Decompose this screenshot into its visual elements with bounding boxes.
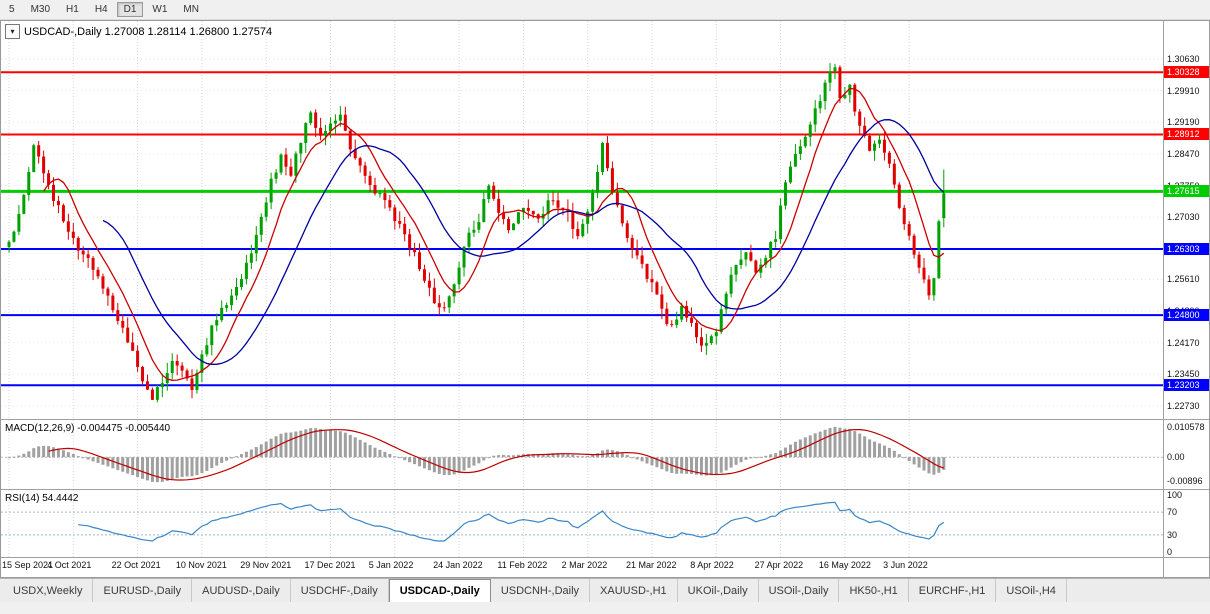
timeframe-button-d1[interactable]: D1 <box>116 2 144 17</box>
time-axis-label: 27 Apr 2022 <box>754 560 804 570</box>
scale-tick-label: 0.010578 <box>1167 422 1205 432</box>
scale-tick-label: 1.28470 <box>1167 148 1200 159</box>
panel-divider[interactable] <box>1 489 1209 490</box>
price-scale[interactable]: 1.306301.299101.291901.284701.277501.270… <box>1163 21 1209 577</box>
time-axis-label: 3 Jun 2022 <box>883 560 928 570</box>
scale-tick-label: 30 <box>1167 529 1178 540</box>
chart-tabs-bar: USDX,Weekly EURUSD-,Daily AUDUSD-,Daily USD… <box>0 578 1210 602</box>
timeframe-toolbar: 5 M30 H1 H4 D1 W1 MN <box>0 0 1210 20</box>
time-axis-label: 10 Nov 2021 <box>175 560 227 570</box>
time-axis-label: 8 Apr 2022 <box>690 560 734 570</box>
timeframe-button-w1[interactable]: W1 <box>152 4 168 15</box>
price-marker-badge: 1.30328 <box>1164 66 1209 79</box>
timeframe-button-mn[interactable]: MN <box>183 4 199 15</box>
axis-divider <box>1 557 1209 558</box>
chart-tab-usdchf[interactable]: USDCHF-,Daily <box>291 579 389 602</box>
rsi-indicator-label: RSI(14) 54.4442 <box>5 493 79 504</box>
chart-dropdown-icon[interactable]: ▾ <box>5 24 20 39</box>
scale-tick-label: 1.23450 <box>1167 369 1200 380</box>
chart-window: ▾ USDCAD-,Daily 1.27008 1.28114 1.26800 … <box>0 20 1210 578</box>
rsi-panel-canvas[interactable] <box>1 490 1163 557</box>
chart-tab-usdx[interactable]: USDX,Weekly <box>3 579 94 602</box>
time-axis-label: 16 May 2022 <box>818 560 871 570</box>
price-marker-badge: 1.27615 <box>1164 185 1209 198</box>
price-marker-badge: 1.24800 <box>1164 309 1209 322</box>
macd-indicator-label: MACD(12,26,9) -0.004475 -0.005440 <box>5 423 171 434</box>
time-axis-label: 24 Jan 2022 <box>433 560 483 570</box>
time-axis-label: 29 Nov 2021 <box>240 560 292 570</box>
price-chart-canvas[interactable] <box>1 21 1163 419</box>
scale-tick-label: 1.22730 <box>1167 401 1200 411</box>
scale-tick-label: 1.27030 <box>1167 212 1200 223</box>
panel-divider[interactable] <box>1 419 1209 420</box>
scale-tick-label: -0.00896 <box>1167 476 1203 486</box>
scale-tick-label: 100 <box>1167 490 1183 500</box>
time-axis-label: 21 Mar 2022 <box>625 560 677 570</box>
timeframe-button-h1[interactable]: H1 <box>66 4 79 15</box>
chart-title: ▾ USDCAD-,Daily 1.27008 1.28114 1.26800 … <box>5 24 272 39</box>
price-marker-badge: 1.28912 <box>1164 128 1209 141</box>
scale-tick-label: 0.00 <box>1167 452 1185 463</box>
status-strip <box>0 602 1210 614</box>
time-axis-label: 5 Jan 2022 <box>368 560 414 570</box>
time-axis-label: 2 Mar 2022 <box>561 560 608 570</box>
price-marker-badge: 1.26303 <box>1164 243 1209 256</box>
time-axis-label: 22 Oct 2021 <box>111 560 161 570</box>
chart-tab-audusd[interactable]: AUDUSD-,Daily <box>192 579 291 602</box>
chart-tab-eurchf[interactable]: EURCHF-,H1 <box>909 579 997 602</box>
chart-plot-region[interactable]: ▾ USDCAD-,Daily 1.27008 1.28114 1.26800 … <box>1 21 1163 577</box>
price-marker-badge: 1.23203 <box>1164 379 1209 392</box>
chart-tab-usdcad[interactable]: USDCAD-,Daily <box>388 579 491 602</box>
chart-tab-hk50[interactable]: HK50-,H1 <box>839 579 909 602</box>
chart-tab-ukoil[interactable]: UKOil-,Daily <box>678 579 759 602</box>
scale-tick-label: 70 <box>1167 507 1178 518</box>
timeframe-button-h4[interactable]: H4 <box>94 4 108 15</box>
scale-tick-label: 1.29190 <box>1167 117 1200 128</box>
timeframe-button-m30[interactable]: M30 <box>30 4 51 15</box>
chart-tab-usoil[interactable]: USOil-,Daily <box>759 579 840 602</box>
time-axis-label: 11 Feb 2022 <box>497 560 548 570</box>
time-axis: 15 Sep 2021 4 Oct 2021 22 Oct 2021 10 Nov 2… <box>1 558 1163 576</box>
chart-tab-xauusd[interactable]: XAUUSD-,H1 <box>590 579 678 602</box>
chart-tab-eurusd[interactable]: EURUSD-,Daily <box>93 579 193 602</box>
chart-tab-usoil[interactable]: USOil-,H4 <box>996 579 1067 602</box>
chart-tab-usdcnh[interactable]: USDCNH-,Daily <box>491 579 591 602</box>
scale-tick-label: 1.25610 <box>1167 274 1200 285</box>
timeframe-button-5[interactable]: 5 <box>9 4 15 15</box>
time-axis-label: 15 Sep 2021 <box>2 560 54 570</box>
scale-tick-label: 0 <box>1167 547 1173 557</box>
scale-tick-label: 1.24170 <box>1167 337 1200 348</box>
chart-title-text: USDCAD-,Daily 1.27008 1.28114 1.26800 1.… <box>24 25 273 38</box>
time-axis-label: 4 Oct 2021 <box>47 560 92 570</box>
macd-panel-canvas[interactable] <box>1 420 1163 489</box>
scale-tick-label: 1.29910 <box>1167 85 1200 96</box>
time-axis-label: 17 Dec 2021 <box>304 560 356 570</box>
scale-tick-label: 1.30630 <box>1167 54 1200 64</box>
